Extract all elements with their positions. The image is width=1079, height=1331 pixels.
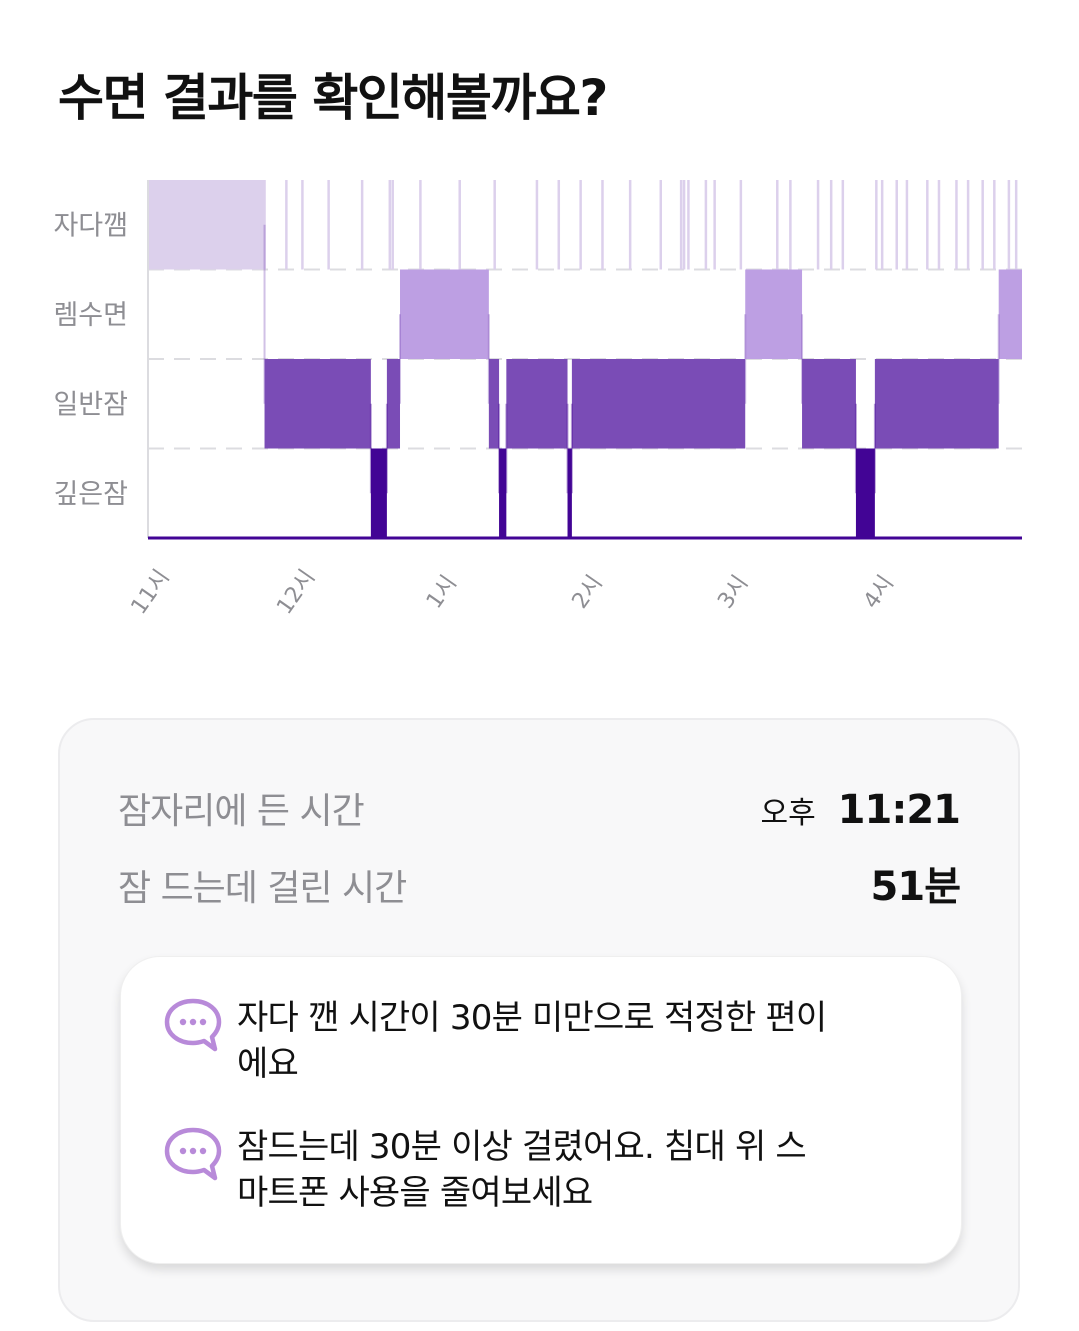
stage-segment-light — [488, 359, 500, 449]
latency-label: 잠 드는데 걸린 시간 — [118, 868, 407, 909]
stage-segment-light — [802, 359, 856, 449]
stage-segment-deep — [855, 448, 875, 538]
stage-segment-light — [874, 359, 999, 449]
x-tick-label: 4시 — [859, 571, 899, 613]
stage-label: 자다깸 — [53, 210, 128, 241]
stage-label: 일반잠 — [53, 389, 128, 420]
stage-segment-deep — [567, 448, 572, 538]
stage-segment-rem — [998, 269, 1022, 359]
x-tick-label: 3시 — [713, 571, 753, 613]
bedtime-row: 잠자리에 든 시간 오후 11:21 — [118, 782, 961, 834]
tip-text: 잠드는데 30분 이상 걸렸어요. 침대 위 스마트폰 사용을 줄여보세요 — [237, 1127, 807, 1213]
bedtime-label: 잠자리에 든 시간 — [118, 791, 365, 832]
sleep-summary-card: 잠자리에 든 시간 오후 11:21 잠 드는데 걸린 시간 51분 자다 깬 … — [58, 718, 1020, 1322]
x-tick-label: 2시 — [568, 571, 608, 613]
page-title: 수면 결과를 확인해볼까요? — [58, 69, 608, 127]
latency-value: 51분 — [870, 864, 961, 910]
speech-bubble-icon — [164, 1127, 222, 1181]
stage-segment-light — [386, 359, 401, 449]
stage-segment-light — [264, 359, 371, 449]
stage-segment-light — [571, 359, 746, 449]
stage-label: 렘수면 — [53, 300, 128, 331]
bedtime-value-group: 오후 11:21 — [760, 787, 961, 833]
x-tick-label: 12시 — [272, 565, 320, 619]
stage-segment-rem — [400, 269, 489, 359]
speech-bubble-icon — [164, 998, 222, 1052]
tip-item: 잠드는데 30분 이상 걸렸어요. 침대 위 스마트폰 사용을 줄여보세요 — [163, 1124, 827, 1216]
stage-segment-deep — [499, 448, 507, 538]
x-tick-label: 11시 — [127, 565, 175, 619]
bedtime-ampm: 오후 — [760, 796, 816, 831]
stage-segment-light — [506, 359, 568, 449]
tips-panel: 자다 깬 시간이 30분 미만으로 적정한 편이에요 잠드는데 30분 이상 걸… — [120, 956, 962, 1264]
tip-item: 자다 깬 시간이 30분 미만으로 적정한 편이에요 — [163, 995, 827, 1087]
stage-segment-rem — [745, 269, 803, 359]
latency-row: 잠 드는데 걸린 시간 51분 — [118, 854, 961, 912]
stage-segment-deep — [370, 448, 387, 538]
stage-segment-awake — [148, 180, 265, 270]
tip-text: 자다 깬 시간이 30분 미만으로 적정한 편이에요 — [237, 998, 827, 1084]
bedtime-value: 11:21 — [837, 787, 961, 833]
stage-label: 깊은잠 — [53, 479, 128, 510]
x-tick-label: 1시 — [422, 571, 462, 613]
